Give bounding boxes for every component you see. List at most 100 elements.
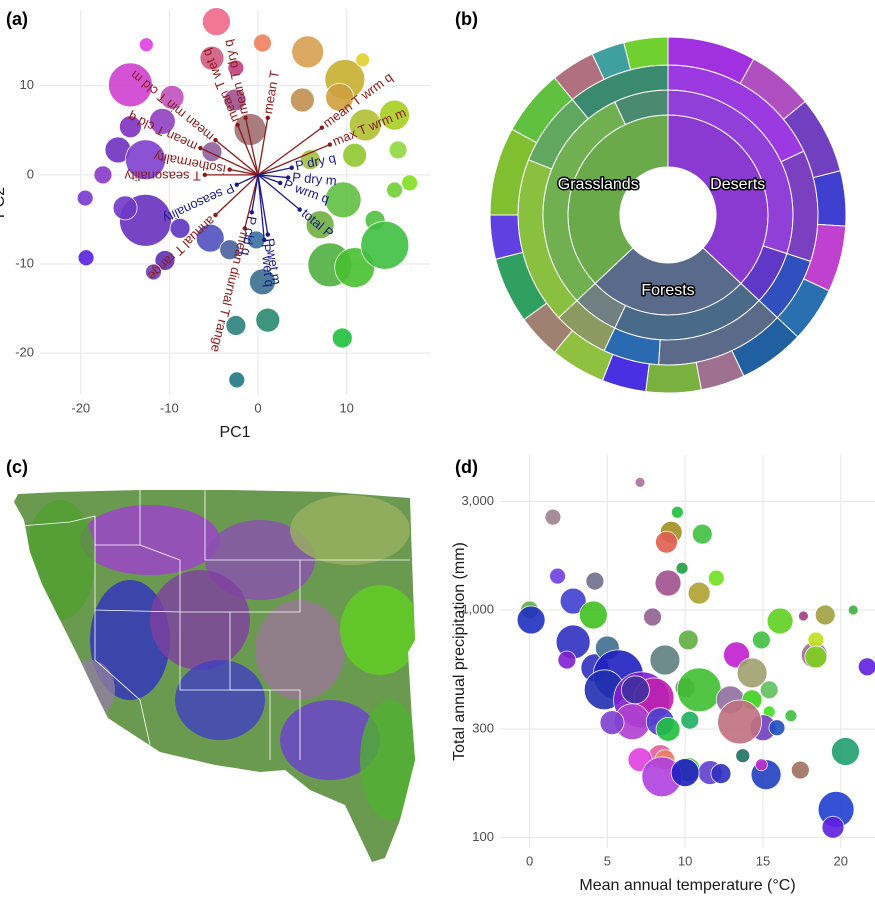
loading-tip (227, 167, 231, 171)
loading-tip (328, 142, 332, 146)
x-tick-label: 10 (339, 400, 353, 415)
map-patch (150, 570, 250, 670)
point (681, 711, 699, 729)
segment-label: Grasslands (558, 176, 639, 193)
point (822, 816, 844, 838)
point (621, 676, 649, 704)
y-tick-label: 0 (27, 166, 34, 181)
point (343, 143, 367, 167)
point (635, 477, 645, 487)
point (708, 570, 724, 586)
loading-tip (213, 213, 217, 217)
point (600, 711, 624, 735)
point (752, 631, 770, 649)
loading-tip (266, 116, 270, 120)
point (78, 250, 94, 266)
y-tick-label: -10 (15, 255, 34, 270)
point (643, 608, 661, 626)
map-patch (175, 660, 265, 740)
point (760, 681, 778, 699)
loading-label: P seasonality (160, 181, 237, 227)
map-patch (25, 500, 95, 620)
point (755, 759, 767, 771)
point (676, 562, 688, 574)
x-tick-label: 10 (678, 853, 692, 868)
panel-label: (b) (455, 9, 478, 29)
figure: -20-10010-20-10010PC1PC2mean Tmean T wrm… (0, 0, 875, 898)
loading-tip (213, 138, 217, 142)
x-tick-label: -20 (71, 400, 90, 415)
point (139, 38, 153, 52)
loading-label: T seasonality (124, 168, 201, 183)
sunburst-segment (624, 37, 668, 70)
point (655, 531, 677, 553)
point (858, 658, 875, 676)
loading-label: mean T (260, 69, 282, 115)
segment-label: Deserts (710, 176, 765, 193)
point (387, 182, 403, 198)
sunburst-segment (646, 362, 702, 393)
y-tick-label: 300 (472, 720, 494, 735)
point (77, 190, 93, 206)
point (256, 308, 280, 332)
loading-tip (203, 173, 207, 177)
point (356, 53, 370, 67)
point (769, 720, 785, 736)
point (815, 605, 835, 625)
point (678, 630, 698, 650)
point (848, 605, 858, 615)
point (361, 221, 409, 269)
point (767, 608, 793, 634)
panel-label: (d) (455, 457, 478, 477)
y-tick-label: 100 (472, 829, 494, 844)
point (711, 764, 731, 784)
map-patch (340, 585, 420, 675)
point (389, 141, 407, 159)
map-patch (80, 505, 220, 575)
point (558, 651, 576, 669)
x-tick-label: 5 (604, 853, 611, 868)
x-tick-label: -10 (160, 400, 179, 415)
point (808, 632, 824, 648)
point (650, 645, 680, 675)
loading-tip (235, 182, 239, 186)
point (671, 506, 683, 518)
point (290, 88, 314, 112)
y-tick-label: 10 (20, 77, 34, 92)
x-axis-title: Mean annual temperature (°C) (579, 877, 795, 894)
point (785, 710, 797, 722)
point (736, 749, 750, 763)
point (202, 8, 230, 36)
panel-label: (c) (6, 457, 28, 477)
point (791, 761, 809, 779)
point (655, 570, 681, 596)
y-axis-title: PC2 (0, 187, 8, 218)
point (718, 700, 762, 744)
point (805, 646, 827, 668)
map-patch (360, 700, 420, 820)
point (229, 372, 245, 388)
point (550, 568, 566, 584)
loading-tip (320, 125, 324, 129)
loading-tip (298, 207, 302, 211)
point (579, 601, 607, 629)
loading-arrow (237, 175, 258, 185)
point (692, 524, 712, 544)
point (402, 175, 418, 191)
point (671, 759, 699, 787)
x-tick-label: 0 (526, 853, 533, 868)
loading-tip (243, 116, 247, 120)
x-tick-label: 15 (756, 853, 770, 868)
segment-label: Forests (641, 282, 694, 299)
map (0, 485, 430, 865)
panel-label: (a) (6, 9, 28, 29)
x-tick-label: 20 (834, 853, 848, 868)
map-patch (65, 660, 115, 720)
loading-tip (266, 232, 270, 236)
point (656, 717, 680, 741)
loading-tip (198, 146, 202, 150)
point (688, 582, 710, 604)
map-patch (290, 495, 410, 565)
point (586, 572, 604, 590)
point (545, 509, 561, 525)
